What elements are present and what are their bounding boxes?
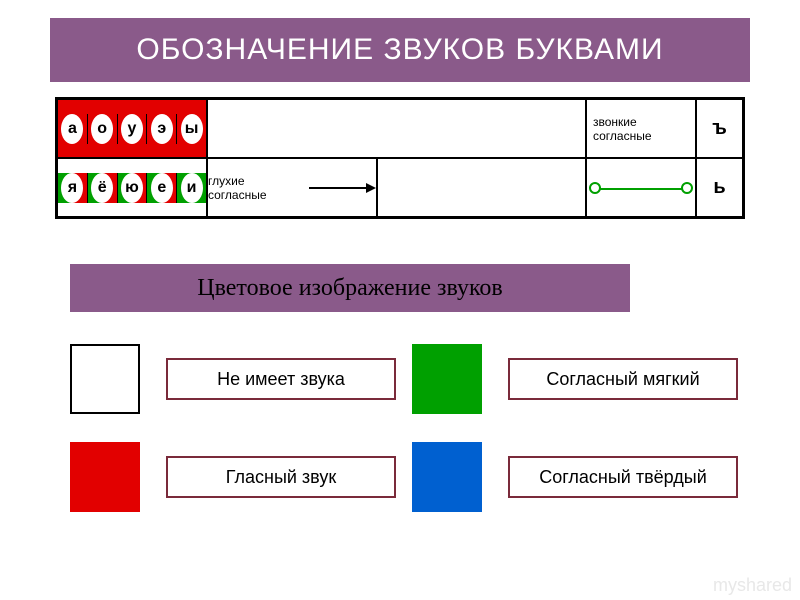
legend-label: Не имеет звука xyxy=(166,358,396,400)
legend-label: Гласный звук xyxy=(166,456,396,498)
vowel-letter: и xyxy=(181,173,203,203)
consonant-group-voiceless: пфктшсхцчщ xyxy=(378,159,587,216)
vowel-letter: ю xyxy=(121,173,143,203)
legend-swatch xyxy=(70,344,140,414)
vowel-cell: ё xyxy=(88,173,118,203)
title-band: ОБОЗНАЧЕНИЕ ЗВУКОВ БУКВАМИ xyxy=(50,18,750,82)
green-dot-right xyxy=(681,182,693,194)
voiceless-label: глухие согласные xyxy=(208,174,303,202)
voiced-label-line2: согласные xyxy=(593,129,652,143)
voiced-label-cell: звонкие согласные xyxy=(587,100,697,157)
voiced-label-line1: звонкие xyxy=(593,115,637,129)
legend: Не имеет звукаСогласный мягкийГласный зв… xyxy=(70,344,730,512)
vowel-cell: я xyxy=(58,173,88,203)
vowel-letter: э xyxy=(151,114,173,144)
legend-label: Согласный твёрдый xyxy=(508,456,738,498)
legend-swatch xyxy=(412,344,482,414)
vowel-cell: и xyxy=(177,173,206,203)
letter-row-voiced: аоуэы нмлрйбвгджз звонкие согласные ъ xyxy=(58,100,742,159)
legend-swatch xyxy=(70,442,140,512)
hard-sign: ъ xyxy=(712,117,727,140)
vowel-cell: е xyxy=(147,173,177,203)
vowel-cell: ы xyxy=(177,114,206,144)
page-title: ОБОЗНАЧЕНИЕ ЗВУКОВ БУКВАМИ xyxy=(136,33,663,67)
vowel-letter: е xyxy=(151,173,173,203)
vowel-letter: у xyxy=(121,114,143,144)
watermark: myshared xyxy=(713,575,792,596)
vowel-letter: ё xyxy=(91,173,113,203)
voiceless-label-cell: глухие согласные xyxy=(208,159,378,216)
green-dot-left xyxy=(589,182,601,194)
vowel-cell: о xyxy=(88,114,118,144)
subtitle-text: Цветовое изображение звуков xyxy=(197,275,503,302)
green-arrow-cell xyxy=(587,159,697,216)
consonant-group-voiced: нмлрйбвгджз xyxy=(208,100,587,157)
legend-label: Согласный мягкий xyxy=(508,358,738,400)
letter-row-voiceless: яёюеи глухие согласные пфктшсхцчщ ь xyxy=(58,159,742,216)
vowel-cell: э xyxy=(147,114,177,144)
vowel-letter: а xyxy=(61,114,83,144)
hard-sign-cell: ъ xyxy=(697,100,742,157)
subtitle-band: Цветовое изображение звуков xyxy=(70,264,630,312)
vowel-letter: о xyxy=(91,114,113,144)
vowel-group-2: яёюеи xyxy=(58,159,208,216)
soft-sign-cell: ь xyxy=(697,159,742,216)
vowel-cell: ю xyxy=(118,173,148,203)
vowel-cell: а xyxy=(58,114,88,144)
letter-table: аоуэы нмлрйбвгджз звонкие согласные ъ яё… xyxy=(55,97,745,219)
green-arrow-line xyxy=(591,188,691,190)
vowel-cell: у xyxy=(118,114,148,144)
vowel-group-1: аоуэы xyxy=(58,100,208,157)
vowel-letter: ы xyxy=(181,114,203,144)
soft-sign: ь xyxy=(713,176,725,199)
vowel-letter: я xyxy=(61,173,83,203)
legend-swatch xyxy=(412,442,482,512)
arrow-right-icon xyxy=(309,183,376,193)
